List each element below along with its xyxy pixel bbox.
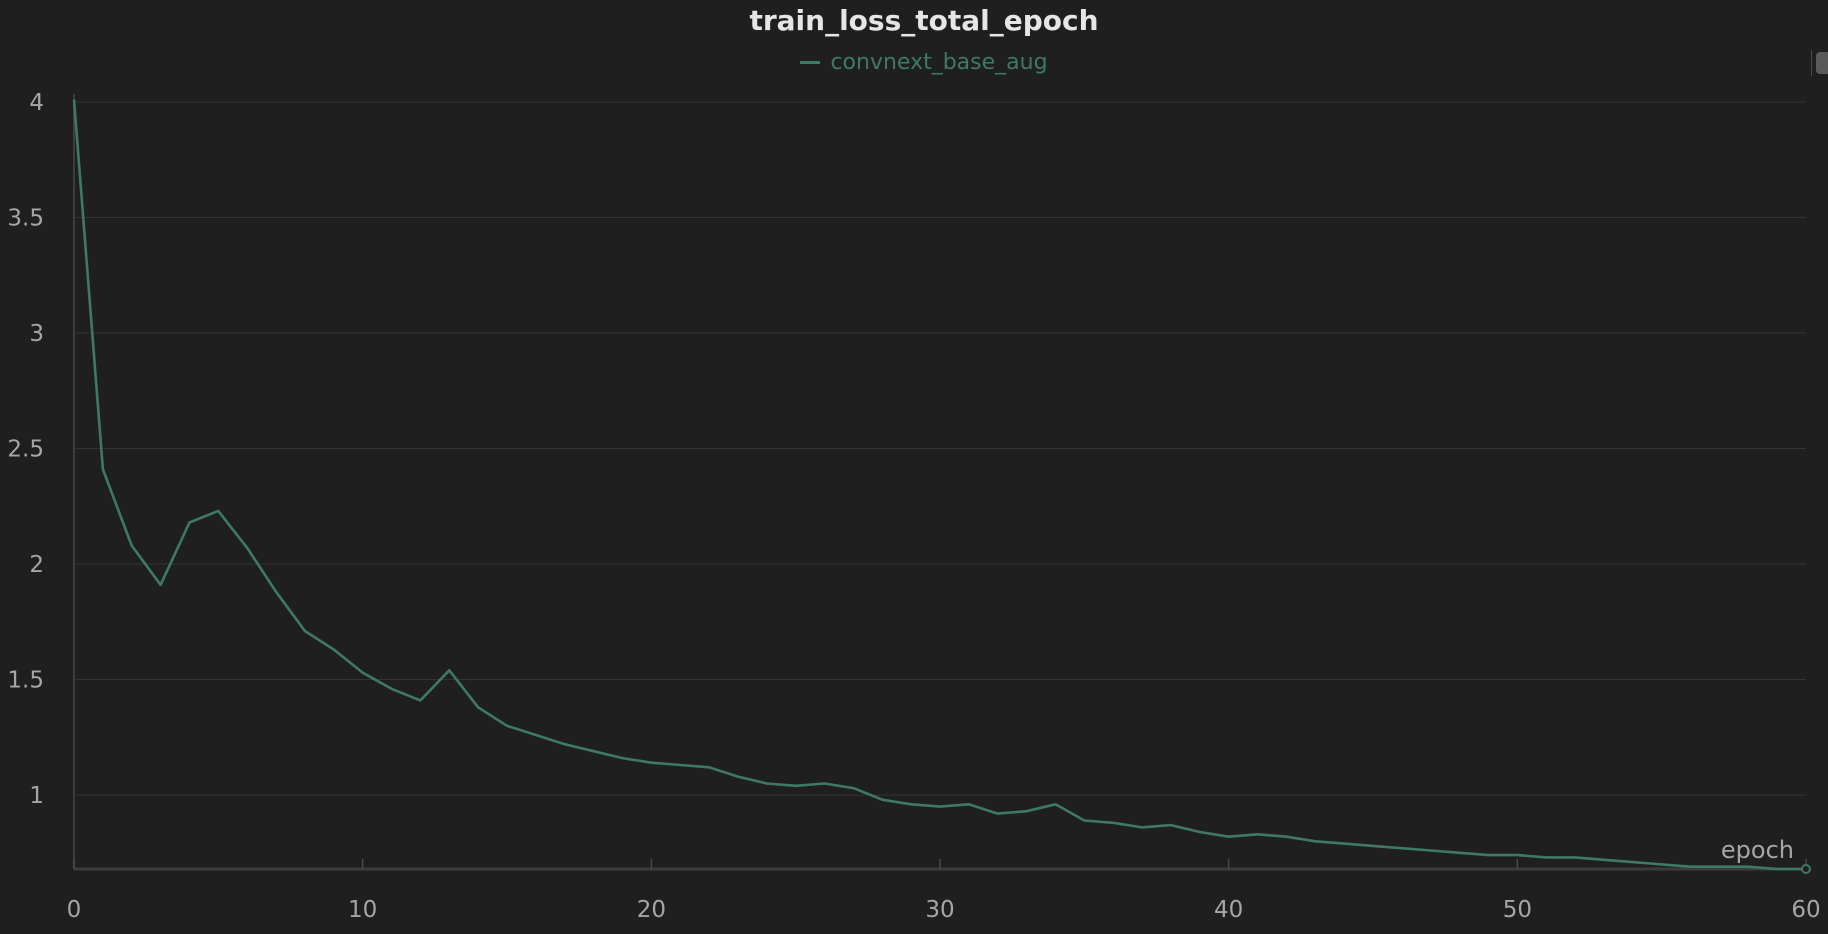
y-tick-label: 4 — [29, 90, 44, 116]
x-tick-label: 0 — [67, 897, 82, 923]
y-tick-label: 3.5 — [7, 206, 44, 232]
resize-handle[interactable] — [1816, 52, 1828, 74]
x-axis-label: epoch — [1721, 836, 1794, 864]
x-tick-label: 20 — [637, 897, 666, 923]
end-marker — [1801, 864, 1811, 874]
y-tick-label: 1.5 — [7, 668, 44, 694]
panel-divider — [1811, 50, 1812, 76]
legend-label-series[interactable]: convnext_base_aug — [830, 50, 1048, 75]
chart-title: train_loss_total_epoch — [749, 4, 1099, 37]
x-tick-label: 30 — [925, 897, 954, 923]
y-tick-label: 2.5 — [7, 437, 44, 463]
y-tick-label: 1 — [29, 783, 44, 809]
x-tick-label: 40 — [1214, 897, 1243, 923]
legend[interactable]: convnext_base_aug — [0, 50, 1828, 75]
y-tick-label: 3 — [29, 321, 44, 347]
y-tick-label: 2 — [29, 552, 44, 578]
x-tick-label: 50 — [1503, 897, 1532, 923]
x-tick-label: 60 — [1791, 897, 1820, 923]
x-tick-label: 10 — [348, 897, 377, 923]
legend-swatch — [800, 61, 821, 64]
series-line — [72, 99, 1806, 871]
